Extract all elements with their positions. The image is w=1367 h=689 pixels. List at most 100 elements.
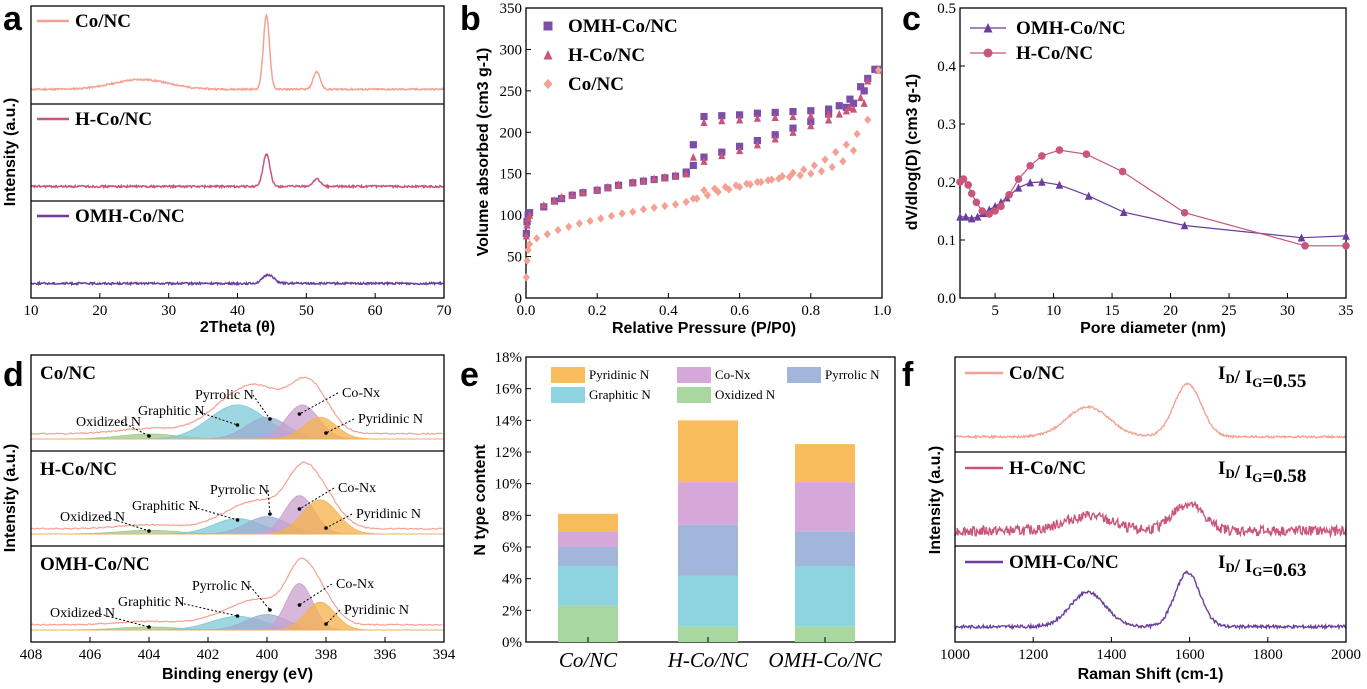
annotation-arrowhead-H-Co/NC-1 — [235, 518, 240, 522]
data-point-H-Co/NC-9 — [593, 185, 601, 194]
data-point-H-Co/NC-3 — [967, 189, 976, 198]
bar-segment-OMH-Co/NC-Oxidized N — [795, 626, 855, 642]
data-point-H-Co/NC-14 — [1082, 150, 1091, 158]
annotation-OMH-Co/NC-4: Pyridinic N — [344, 603, 409, 618]
data-point-H-Co/NC-16 — [1180, 208, 1189, 217]
ratio-part: =0.58 — [1262, 466, 1306, 487]
data-point-H-Co/NC-1 — [523, 220, 531, 229]
data-point-Co/NC-17 — [671, 200, 680, 209]
panel-f-xlabel: Raman Shift (cm-1) — [1078, 666, 1224, 683]
data-point-H-Co/NC-10 — [604, 182, 612, 191]
data-point-H-Co/NC-9 — [1005, 190, 1013, 199]
panel-letter-a: a — [3, 0, 23, 38]
annotation-arrowhead-OMH-Co/NC-0 — [147, 625, 151, 629]
bar-segment-H-Co/NC-Co-Nx — [678, 482, 738, 525]
panel-b-isotherm: 0.0 0.2 0.4 0.6 0.8 1.0 0 50 100 150 200 250 300 350 R… — [475, 1, 891, 337]
legend-label-Pyridinic N: Pyridinic N — [589, 367, 650, 382]
data-point-H-Co/NC-12 — [1038, 152, 1046, 160]
data-point-H-Co/NC-28 — [857, 93, 865, 102]
data-point-OMH-Co/NC-14 — [1119, 207, 1128, 216]
legend-label-OMH-Co/NC: OMH-Co/NC — [75, 206, 185, 227]
data-point-Co/NC-13 — [629, 207, 637, 217]
fit-peak-H-Co/NC-pyridinic — [31, 499, 444, 535]
series-line-H-Co/NC — [30, 152, 444, 190]
data-point-H-Co/NC-10 — [1014, 175, 1023, 183]
panel-a-xrd: Co/NC H-Co/NC OMH-Co/NC 10 20 30 40 50 60 70 2Thet… — [2, 5, 452, 336]
data-point-H-Co/NC-25 — [825, 115, 833, 124]
data-point-Co/NC-51 — [700, 186, 708, 195]
data-point-H-Co/NC-18 — [700, 157, 708, 165]
data-point-Co/NC-32 — [832, 147, 840, 157]
panel-e-ylabel: N type content — [472, 444, 489, 556]
data-point-Co/NC-36 — [874, 65, 883, 75]
panel-b-ytick-label-7: 350 — [500, 1, 523, 17]
bar-segment-Co/NC-Co-Nx — [558, 531, 618, 547]
bar-segment-OMH-Co/NC-Graphitic N — [795, 566, 855, 627]
panel-b-ytick-label-1: 50 — [507, 250, 522, 266]
panel-d-ylabel: Intensity (a.u.) — [2, 444, 19, 552]
panel-c-ytick-label-1: 0.1 — [937, 233, 956, 249]
data-point-H-Co/NC-16 — [671, 171, 680, 179]
bar-segment-Co/NC-Graphitic N — [558, 566, 618, 606]
data-point-H-Co/NC-41 — [700, 118, 708, 126]
panel-b-ylabel: Volume absorbed (cm3 g-1) — [475, 48, 492, 257]
data-point-H-Co/NC-15 — [661, 172, 669, 181]
data-point-OMH-Co/NC-1 — [962, 212, 970, 221]
panel-c-ytick-label-2: 0.2 — [937, 175, 956, 191]
data-point-Co/NC-5 — [543, 230, 551, 239]
data-point-Co/NC-34 — [853, 129, 861, 139]
annotation-arrowhead-Co/NC-0 — [147, 434, 151, 438]
legend-label-H-Co/NC: H-Co/NC — [568, 45, 645, 66]
data-point-OMH-Co/NC-16 — [1297, 233, 1306, 242]
data-point-H-Co/NC-7 — [991, 207, 999, 215]
panel-e-ytick-label-2: 4% — [502, 572, 522, 588]
annotation-arrow-Co/NC-2 — [252, 394, 271, 420]
data-point-Co/NC-42 — [796, 171, 804, 180]
data-point-H-Co/NC-1 — [959, 175, 968, 183]
panel-f-frame — [954, 356, 1347, 643]
data-point-OMH-Co/NC-43 — [700, 112, 708, 121]
data-point-H-Co/NC-5 — [550, 196, 559, 204]
data-point-OMH-Co/NC-39 — [771, 108, 779, 116]
data-point-OMH-Co/NC-2 — [967, 214, 976, 223]
panel-a-xtick-label-1: 20 — [92, 303, 107, 319]
data-point-H-Co/NC-40 — [718, 116, 726, 125]
data-point-Co/NC-28 — [789, 168, 797, 178]
legend-marker-Co/NC — [543, 78, 553, 90]
ratio-part: G — [1252, 470, 1262, 485]
data-point-Co/NC-1 — [523, 256, 531, 265]
data-point-Co/NC-40 — [817, 167, 826, 176]
panel-d-xtick-label-3: 402 — [197, 647, 220, 663]
panel-c-xtick-label-3: 20 — [1163, 303, 1178, 319]
annotation-arrow-H-Co/NC-3 — [299, 487, 335, 510]
legend-swatch-Co-Nx — [677, 367, 711, 383]
panel-a-xtick-label-0: 10 — [24, 303, 39, 319]
data-point-OMH-Co/NC-11 — [1038, 177, 1046, 186]
annotation-OMH-Co/NC-2: Pyrrolic N — [192, 579, 251, 594]
data-point-H-Co/NC-5 — [978, 207, 987, 215]
data-point-OMH-Co/NC-27 — [835, 102, 843, 110]
legend-label-Oxidized N: Oxidized N — [715, 387, 776, 402]
data-point-Co/NC-0 — [522, 273, 530, 282]
data-point-OMH-Co/NC-36 — [825, 105, 833, 113]
data-point-H-Co/NC-0 — [522, 231, 530, 240]
data-point-OMH-Co/NC-25 — [807, 117, 815, 126]
panel-b-ytick-label-6: 300 — [500, 42, 523, 58]
ratio-part: =0.63 — [1262, 560, 1306, 581]
data-point-H-Co/NC-4 — [540, 201, 548, 209]
sample-label-H-Co/NC: H-Co/NC — [40, 459, 117, 480]
data-point-H-Co/NC-19 — [718, 151, 726, 160]
data-point-Co/NC-31 — [821, 155, 829, 164]
annotation-arrowhead-Co/NC-1 — [235, 423, 240, 427]
data-point-Co/NC-2 — [524, 245, 532, 255]
data-point-OMH-Co/NC-23 — [771, 131, 779, 139]
annotation-arrowhead-H-Co/NC-3 — [297, 507, 302, 511]
series-Co/NC — [522, 65, 883, 282]
panel-c-xtick-label-1: 10 — [1046, 303, 1061, 319]
bar-segment-H-Co/NC-Pyrrolic N — [678, 524, 738, 576]
annotation-arrowhead-OMH-Co/NC-3 — [297, 603, 302, 607]
data-point-H-Co/NC-38 — [753, 114, 761, 122]
data-point-OMH-Co/NC-18 — [689, 161, 697, 170]
panel-f-xtick-label-2: 1400 — [1096, 647, 1126, 663]
